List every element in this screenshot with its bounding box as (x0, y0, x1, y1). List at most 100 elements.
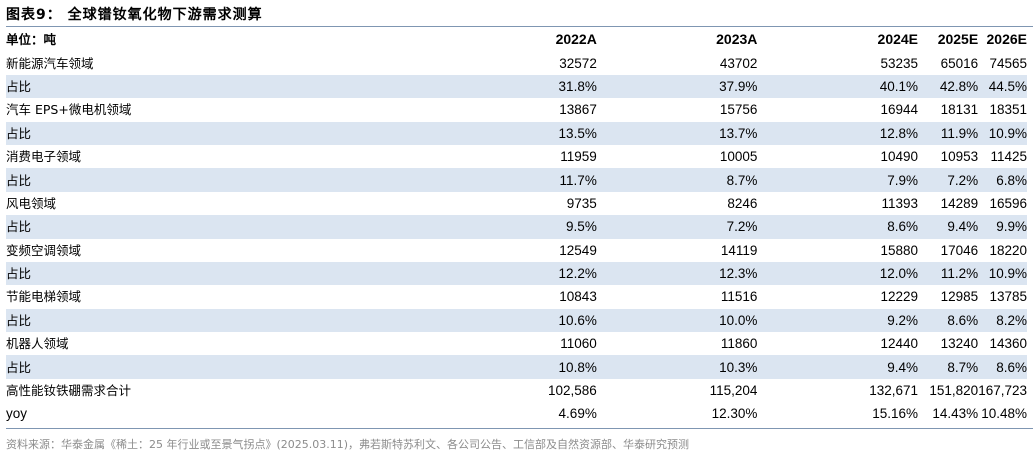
cell-value: 10.8% (437, 355, 597, 379)
cell-value: 13867 (559, 102, 597, 118)
cell-value: 11393 (881, 195, 919, 211)
cell-value: 40.1% (757, 74, 919, 99)
cell-value: 32572 (559, 55, 597, 71)
cell-value: 15880 (880, 242, 919, 258)
cell-value: 12229 (880, 289, 919, 305)
column-header: 2026E (986, 31, 1027, 48)
row-label: 风电领域 (6, 195, 57, 211)
row-label: 消费电子领域 (6, 149, 82, 165)
cell-value: 14360 (989, 336, 1027, 352)
cell-value: 15756 (719, 102, 758, 118)
column-header: 2024E (877, 31, 919, 48)
table-row: 机器人领域 11060 11860 12440 13240 14360 (6, 332, 1027, 355)
cell-value: 10.3% (596, 355, 758, 379)
cell-value: 11860 (720, 336, 758, 352)
cell-value: 11.2% (918, 261, 979, 286)
table-row: 高性能钕铁硼需求合计 102,586 115,204 132,671 151,820 16… (6, 379, 1027, 402)
cell-value: 11959 (560, 149, 597, 165)
source-note: 资料来源：华泰金属《稀土：25 年行业或至景气拐点》(2025.03.11)，弗… (6, 438, 690, 451)
cell-value: 10.9% (978, 121, 1027, 145)
cell-value: 12549 (559, 242, 597, 258)
cell-value: 9.9% (978, 215, 1027, 239)
row-label: 占比 (6, 168, 438, 192)
table-row: 变频空调领域 12549 14119 15880 17046 18220 (6, 239, 1027, 262)
cell-value: 14289 (940, 195, 979, 211)
cell-value: 12.30% (711, 406, 758, 422)
table-row: 占比 10.6% 10.0% 9.2% 8.6% 8.2% (6, 308, 1027, 333)
row-label: 占比 (6, 215, 438, 239)
cell-value: 12.3% (596, 261, 758, 286)
cell-value: 37.9% (596, 74, 758, 99)
table-row: 汽车 EPS+微电机领域 13867 15756 16944 18131 18351 (6, 98, 1027, 121)
cell-value: 16944 (880, 102, 919, 118)
cell-value: 6.8% (978, 168, 1027, 192)
cell-value: 132,671 (869, 383, 919, 399)
header-row: 单位：吨 2022A 2023A 2024E 2025E 2026E (6, 28, 1027, 51)
cell-value: 11060 (560, 336, 597, 352)
cell-value: 11425 (990, 149, 1027, 165)
cell-value: 18351 (989, 102, 1027, 118)
row-label: 变频空调领域 (6, 242, 82, 258)
column-header: 2022A (555, 31, 597, 48)
cell-value: 16596 (989, 195, 1027, 211)
table-row: 占比 12.2% 12.3% 12.0% 11.2% 10.9% (6, 261, 1027, 286)
cell-value: 8.6% (757, 215, 919, 239)
cell-value: 13785 (989, 289, 1027, 305)
cell-value: 8.2% (978, 308, 1027, 333)
cell-value: 10.9% (978, 261, 1027, 286)
title-divider (6, 26, 1033, 27)
cell-value: 11.7% (437, 168, 597, 192)
cell-value: 115,204 (709, 383, 758, 399)
cell-value: 4.69% (558, 406, 597, 422)
cell-value: 10.48% (981, 406, 1027, 422)
cell-value: 12985 (940, 289, 979, 305)
table-row: 占比 9.5% 7.2% 8.6% 9.4% 9.9% (6, 215, 1027, 239)
cell-value: 12.2% (437, 261, 597, 286)
cell-value: 14.43% (932, 406, 979, 422)
cell-value: 13.7% (596, 121, 758, 145)
row-label: yoy (6, 406, 28, 422)
cell-value: 15.16% (872, 406, 919, 422)
cell-value: 11.9% (918, 121, 979, 145)
cell-value: 10.0% (596, 308, 758, 333)
cell-value: 7.9% (757, 168, 919, 192)
column-header: 2023A (716, 31, 758, 48)
cell-value: 9.2% (757, 308, 919, 333)
cell-value: 18220 (989, 242, 1027, 258)
cell-value: 12.0% (757, 261, 919, 286)
figure-title: 图表9： 全球镨钕氧化物下游需求测算 (6, 7, 263, 23)
cell-value: 43702 (719, 55, 758, 71)
cell-value: 18131 (940, 102, 979, 118)
cell-value: 8.6% (978, 355, 1027, 379)
cell-value: 151,820 (929, 383, 979, 399)
cell-value: 13.5% (437, 121, 597, 145)
cell-value: 31.8% (437, 74, 597, 99)
cell-value: 12.8% (757, 121, 919, 145)
cell-value: 10843 (559, 289, 597, 305)
bottom-divider (6, 428, 1033, 429)
row-label: 占比 (6, 355, 438, 379)
table-row: 占比 11.7% 8.7% 7.9% 7.2% 6.8% (6, 168, 1027, 192)
table-row: 占比 10.8% 10.3% 9.4% 8.7% 8.6% (6, 355, 1027, 379)
cell-value: 65016 (940, 55, 979, 71)
cell-value: 10953 (940, 149, 979, 165)
cell-value: 10005 (719, 149, 758, 165)
cell-value: 9735 (566, 195, 597, 211)
cell-value: 8.7% (596, 168, 758, 192)
cell-value: 9.5% (437, 215, 597, 239)
row-label: 汽车 EPS+微电机领域 (6, 102, 132, 118)
table-row: yoy 4.69% 12.30% 15.16% 14.43% 10.48% (6, 402, 1027, 425)
cell-value: 42.8% (918, 74, 979, 99)
table-row: 消费电子领域 11959 10005 10490 10953 11425 (6, 145, 1027, 168)
table-row: 占比 13.5% 13.7% 12.8% 11.9% 10.9% (6, 121, 1027, 145)
row-label: 占比 (6, 74, 438, 99)
cell-value: 9.4% (918, 215, 979, 239)
cell-value: 8.6% (918, 308, 979, 333)
cell-value: 102,586 (548, 383, 597, 399)
cell-value: 8.7% (918, 355, 979, 379)
row-label: 节能电梯领域 (6, 289, 82, 305)
demand-table: 单位：吨 2022A 2023A 2024E 2025E 2026E 新能源汽车… (6, 28, 1027, 426)
cell-value: 44.5% (978, 74, 1027, 99)
cell-value: 53235 (880, 55, 919, 71)
cell-value: 7.2% (918, 168, 979, 192)
